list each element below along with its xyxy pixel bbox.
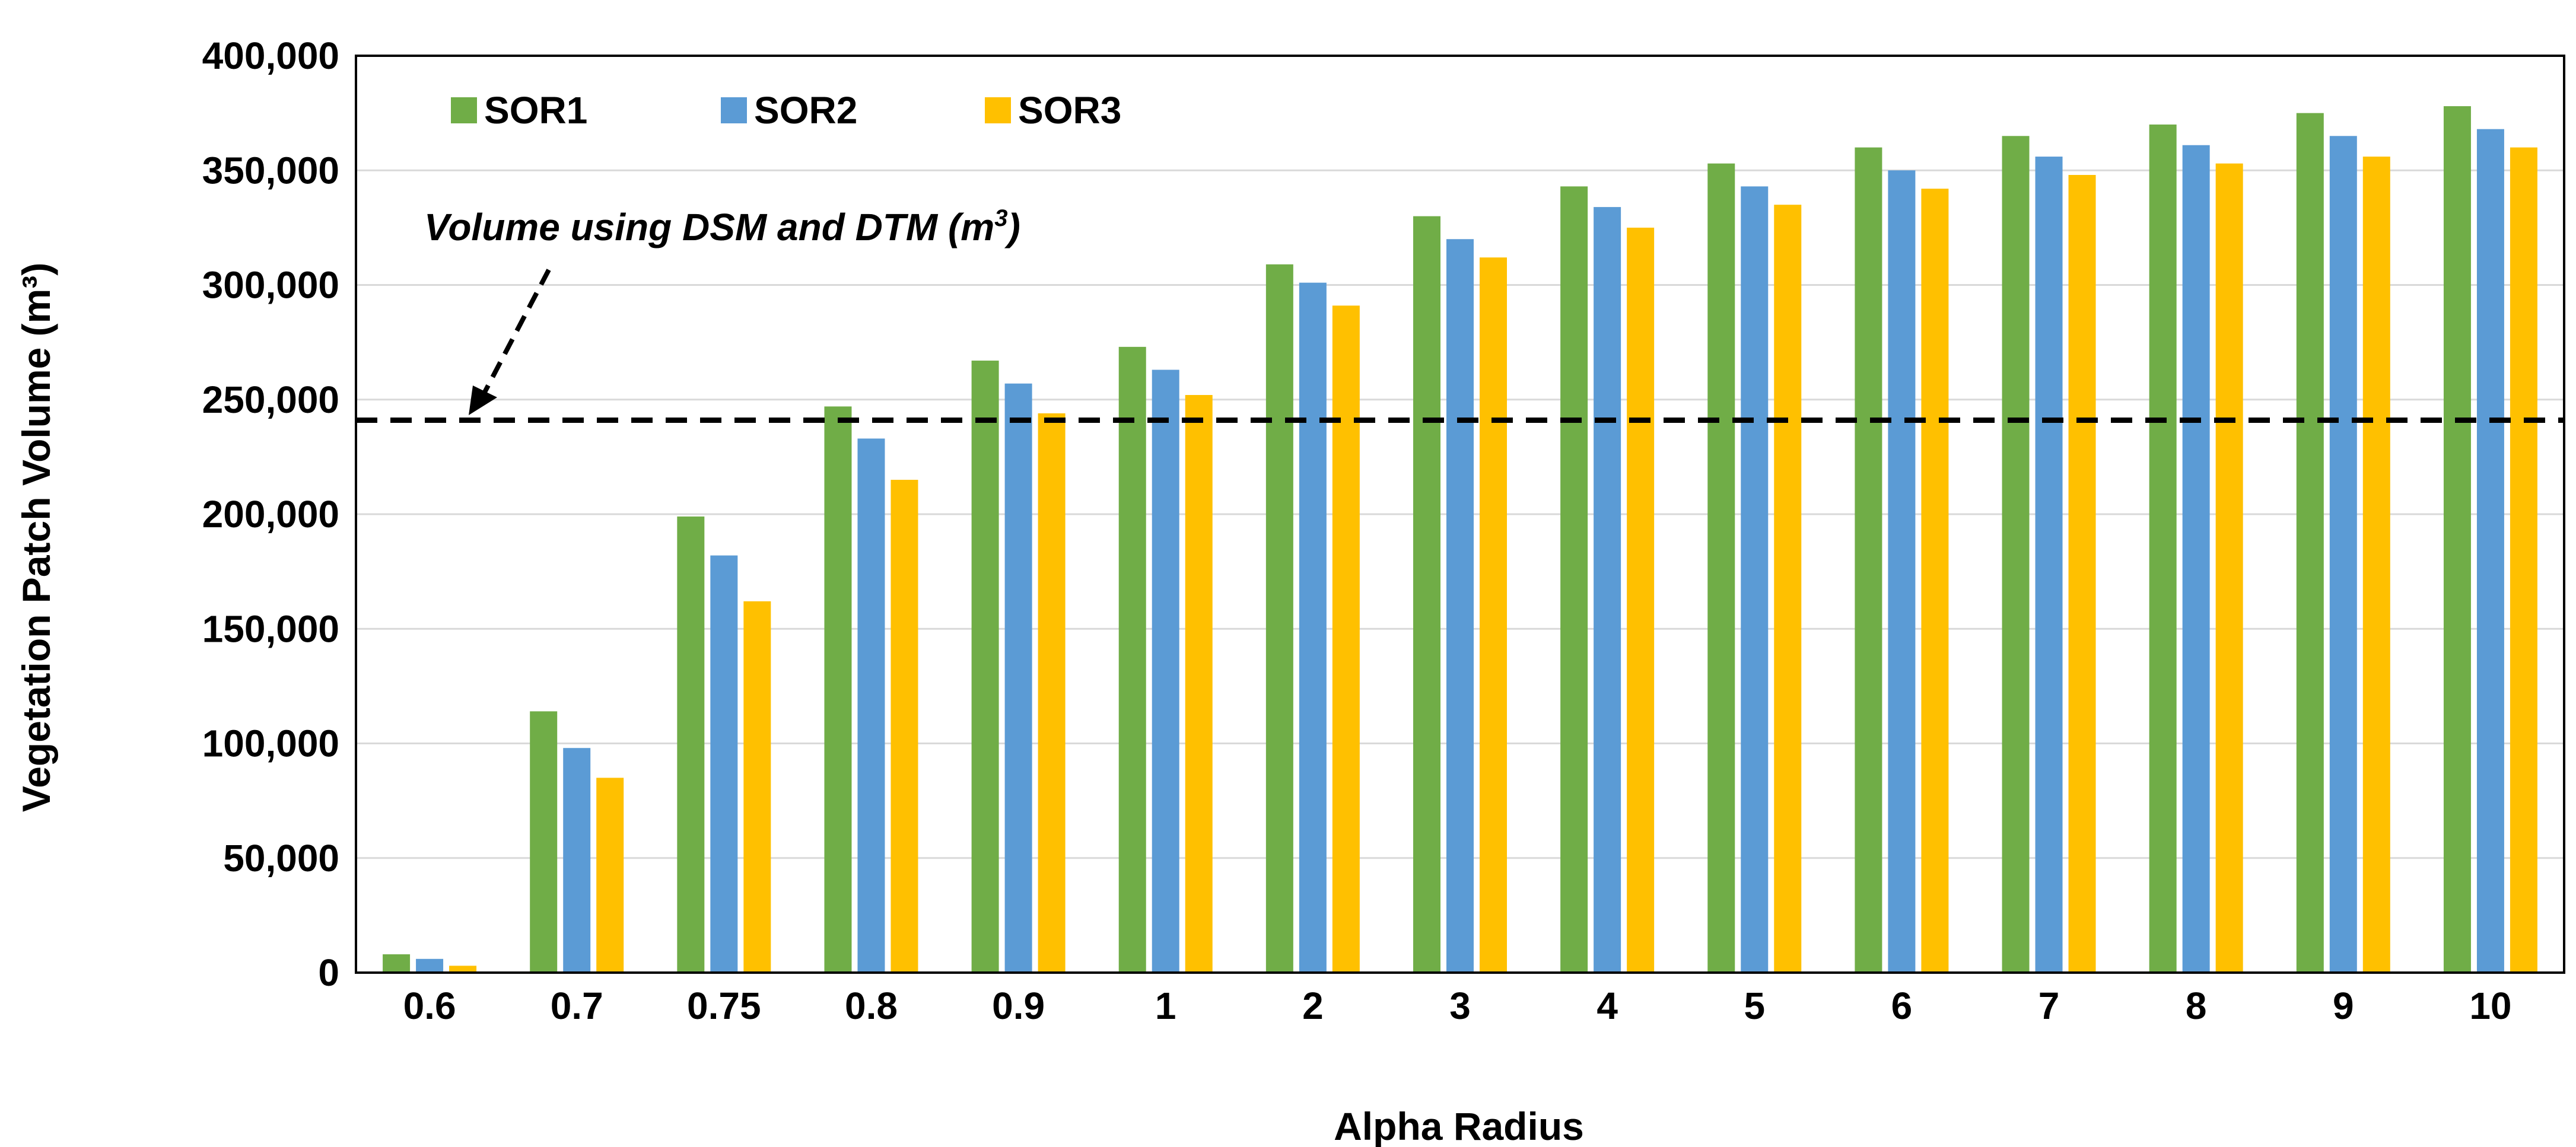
y-tick-labels: 0 50,000 100,000 150,000 200,000 250,000 300,0… [202, 34, 339, 994]
bar-sor3-3 [1480, 257, 1507, 973]
bar-sor1-0_9 [971, 361, 999, 973]
y-tick-label: 300,000 [202, 264, 339, 307]
x-tick-label: 3 [1449, 984, 1471, 1027]
bar-sor3-4 [1627, 227, 1655, 973]
x-tick-label: 9 [2333, 984, 2354, 1027]
bar-sor3-8 [2215, 163, 2243, 973]
y-axis-title: Vegetation Patch Volume (m³) [14, 263, 58, 813]
y-tick-label: 200,000 [202, 493, 339, 536]
bar-sor2-3 [1446, 239, 1474, 973]
bar-sor1-7 [2002, 136, 2030, 973]
bar-sor1-0_75 [677, 516, 705, 973]
bar-sor1-5 [1707, 163, 1735, 973]
bar-sor2-0_6 [416, 958, 444, 973]
annotation-arrow [469, 269, 551, 415]
bar-sor3-5 [1774, 205, 1802, 973]
legend-swatch-sor2 [721, 97, 747, 123]
bar-sor1-1 [1118, 346, 1146, 973]
bar-sor1-2 [1265, 264, 1293, 973]
bar-sor1-8 [2149, 124, 2177, 973]
x-tick-label: 0.7 [551, 984, 603, 1027]
bar-sor1-4 [1560, 186, 1588, 973]
bar-sor2-7 [2035, 157, 2063, 973]
bar-sor2-1 [1152, 369, 1179, 973]
bar-sor2-8 [2182, 145, 2210, 973]
x-tick-label: 2 [1302, 984, 1324, 1027]
bar-sor2-0_9 [1004, 383, 1032, 973]
bar-sor2-2 [1299, 282, 1327, 973]
y-tick-label: 100,000 [202, 722, 339, 765]
y-tick-label: 250,000 [202, 378, 339, 421]
legend: SOR1 SOR2 SOR3 [451, 89, 1121, 132]
x-tick-label: 0.8 [845, 984, 898, 1027]
x-tick-label: 0.75 [687, 984, 761, 1027]
x-tick-label: 1 [1155, 984, 1176, 1027]
bar-sor1-3 [1413, 216, 1440, 973]
x-tick-label: 7 [2038, 984, 2060, 1027]
bar-sor2-0_7 [563, 748, 591, 973]
bar-sor3-0_7 [596, 778, 624, 973]
x-tick-label: 6 [1891, 984, 1913, 1027]
bar-sor1-6 [1855, 147, 1882, 973]
legend-swatch-sor1 [451, 97, 477, 123]
y-tick-label: 0 [318, 951, 339, 994]
x-tick-label: 8 [2186, 984, 2207, 1027]
annotation-text: Volume using DSM and DTM (m [424, 206, 994, 248]
y-tick-label: 400,000 [202, 34, 339, 77]
bar-sor3-0_75 [743, 601, 771, 973]
bar-sor3-10 [2510, 147, 2537, 973]
axes [355, 55, 2565, 974]
bar-sor2-4 [1594, 207, 1621, 973]
bar-sor3-9 [2362, 157, 2390, 973]
x-tick-labels: 0.6 0.7 0.75 0.8 0.9 1 2 3 4 5 6 7 8 9 10 [403, 984, 2512, 1027]
bar-sor2-6 [1888, 170, 1916, 973]
x-axis-title: Alpha Radius [1334, 1104, 1584, 1147]
reference-annotation: Volume using DSM and DTM (m3) [424, 205, 1020, 248]
bar-sor2-0_75 [710, 555, 738, 973]
bar-sor3-0_6 [449, 966, 477, 973]
plot-frame [355, 55, 2565, 974]
bar-sor1-10 [2443, 106, 2471, 973]
bar-sor3-0_9 [1038, 413, 1066, 973]
x-tick-label: 10 [2469, 984, 2511, 1027]
bar-sor3-2 [1332, 305, 1360, 973]
y-tick-label: 50,000 [223, 837, 339, 880]
bar-sor3-6 [1921, 189, 1949, 973]
y-tick-label: 350,000 [202, 149, 339, 192]
bar-sor3-1 [1185, 395, 1213, 973]
legend-label-sor1: SOR1 [484, 89, 587, 132]
legend-swatch-sor3 [985, 97, 1011, 123]
x-tick-label: 5 [1744, 984, 1765, 1027]
bar-sor2-9 [2329, 136, 2357, 973]
legend-label-sor2: SOR2 [754, 89, 857, 132]
bar-sor1-9 [2296, 113, 2324, 973]
x-tick-label: 4 [1597, 984, 1618, 1027]
bar-sor1-0_8 [824, 406, 852, 973]
x-tick-label: 0.9 [992, 984, 1045, 1027]
y-tick-label: 150,000 [202, 607, 339, 650]
bar-sor3-7 [2068, 174, 2096, 973]
x-tick-label: 0.6 [403, 984, 456, 1027]
bars [383, 106, 2537, 973]
bar-sor1-0_6 [383, 954, 411, 973]
bar-sor2-5 [1741, 186, 1769, 973]
bar-sor3-0_8 [891, 480, 918, 973]
legend-label-sor3: SOR3 [1018, 89, 1121, 132]
bar-sor2-0_8 [857, 438, 885, 973]
bar-sor2-10 [2476, 129, 2504, 973]
annotation-superscript: 3 [994, 205, 1007, 231]
bar-sor1-0_7 [530, 711, 558, 973]
